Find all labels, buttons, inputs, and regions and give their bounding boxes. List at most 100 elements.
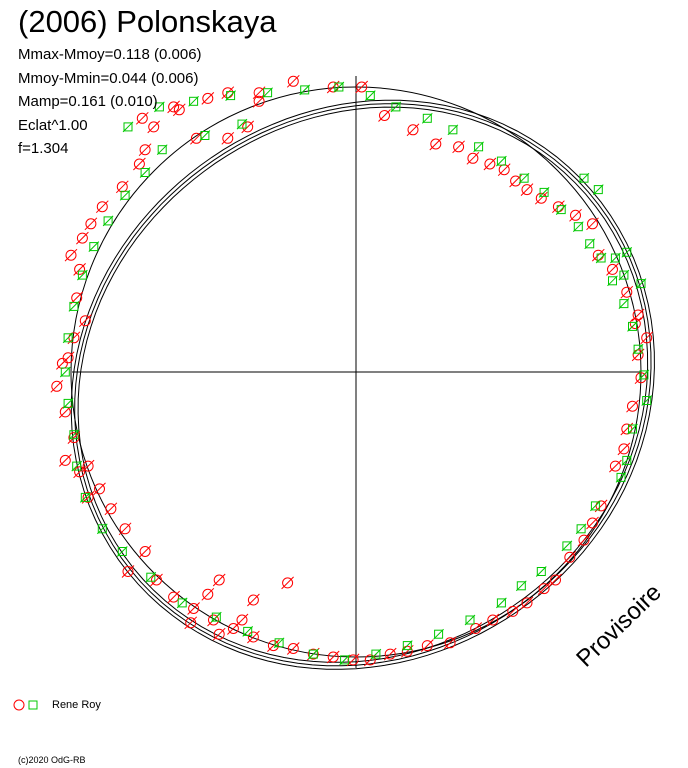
- error-bar-red: [133, 157, 146, 171]
- error-bar-green: [401, 640, 413, 651]
- error-bar-green: [615, 472, 627, 483]
- data-point-red-circle: [635, 372, 647, 384]
- data-point-green-square: [536, 567, 546, 576]
- data-point-green-square: [422, 113, 432, 123]
- data-point-green-square: [619, 299, 629, 309]
- error-bar-red: [212, 627, 226, 641]
- data-point-red-circle: [470, 623, 482, 634]
- data-point-red-circle: [618, 443, 630, 455]
- error-bar-green: [390, 101, 402, 113]
- error-bar-red: [138, 143, 152, 157]
- error-bar-green: [535, 566, 547, 577]
- error-bar-green: [627, 423, 638, 435]
- data-point-green-square: [154, 102, 164, 112]
- data-point-green-square: [556, 205, 566, 215]
- error-bar-red: [378, 109, 391, 122]
- data-point-green-square: [120, 190, 130, 200]
- data-point-green-square: [622, 455, 632, 465]
- data-point-red-circle: [487, 614, 499, 626]
- error-bar-red: [73, 263, 86, 276]
- error-bar-red: [115, 180, 129, 194]
- data-point-green-square: [465, 615, 475, 625]
- error-bar-red: [241, 120, 255, 134]
- error-bar-red: [486, 613, 500, 627]
- data-point-red-circle: [65, 249, 77, 261]
- error-bar-red: [606, 263, 619, 276]
- error-bar-green: [236, 118, 248, 130]
- error-bar-red: [286, 74, 300, 88]
- data-markers: [50, 74, 654, 667]
- error-bar-green: [116, 546, 128, 557]
- data-point-green-square: [642, 396, 652, 405]
- data-point-red-circle: [521, 184, 533, 196]
- error-bar-red: [95, 200, 109, 214]
- error-bar-red: [64, 248, 78, 262]
- data-point-green-square: [157, 145, 167, 155]
- data-point-red-circle: [82, 491, 94, 503]
- data-point-red-circle: [444, 637, 456, 649]
- data-point-green-square: [622, 247, 632, 257]
- error-bar-red: [631, 308, 645, 322]
- data-point-red-circle: [247, 631, 259, 643]
- data-point-red-circle: [521, 597, 533, 609]
- data-point-red-circle: [364, 654, 376, 666]
- data-point-red-circle: [148, 121, 160, 133]
- error-bar-red: [563, 550, 577, 564]
- error-bar-red: [84, 217, 98, 231]
- data-point-red-circle: [62, 352, 74, 364]
- data-point-red-circle: [430, 138, 442, 150]
- error-bar-green: [370, 648, 382, 660]
- data-point-red-circle: [621, 286, 633, 298]
- error-bar-red: [76, 231, 89, 245]
- error-bar-green: [156, 144, 168, 156]
- data-point-green-square: [519, 173, 529, 183]
- error-bar-red: [221, 86, 235, 100]
- error-bar-green: [473, 141, 484, 153]
- data-point-green-square: [123, 122, 133, 132]
- error-bar-red: [212, 573, 226, 587]
- data-point-red-circle: [379, 110, 390, 121]
- data-point-green-square: [639, 370, 649, 380]
- data-point-green-square: [274, 638, 284, 648]
- error-bar-red: [534, 191, 548, 205]
- error-bar-green: [176, 597, 188, 609]
- error-bar-green: [632, 343, 644, 355]
- legend-red-circle-marker: [13, 699, 25, 711]
- error-bar-red: [187, 602, 200, 615]
- error-bar-green: [88, 241, 100, 252]
- fit-curve: [74, 103, 652, 667]
- data-point-green-square: [516, 581, 526, 591]
- data-point-red-circle: [188, 603, 200, 614]
- data-point-green-square: [365, 91, 375, 101]
- data-point-red-circle: [484, 158, 496, 170]
- data-point-red-circle: [609, 460, 621, 472]
- error-bar-red: [135, 111, 149, 125]
- error-bar-green: [621, 455, 633, 466]
- error-bar-green: [610, 252, 621, 264]
- error-bar-green: [339, 654, 350, 666]
- data-point-red-circle: [168, 591, 180, 603]
- data-point-red-circle: [202, 92, 214, 104]
- error-bar-green: [590, 500, 601, 512]
- fit-curves: [70, 86, 655, 670]
- data-point-green-square: [340, 655, 350, 665]
- data-point-green-square: [140, 168, 150, 177]
- error-bar-green: [225, 90, 236, 101]
- error-bar-red: [586, 217, 599, 231]
- error-bar-green: [595, 252, 607, 264]
- error-bar-red: [326, 650, 340, 664]
- error-bar-red: [267, 639, 280, 652]
- data-point-red-circle: [607, 263, 618, 275]
- error-bar-green: [119, 189, 131, 201]
- data-point-red-circle: [247, 594, 259, 606]
- data-point-red-circle: [151, 574, 162, 586]
- error-bar-green: [575, 523, 587, 535]
- legend-green-square-marker: [28, 700, 38, 710]
- data-point-red-circle: [76, 232, 88, 244]
- data-point-green-square: [628, 321, 637, 331]
- error-bar-green: [621, 246, 633, 258]
- data-point-red-circle: [139, 546, 151, 557]
- error-bar-red: [167, 100, 180, 114]
- data-point-red-circle: [96, 201, 108, 213]
